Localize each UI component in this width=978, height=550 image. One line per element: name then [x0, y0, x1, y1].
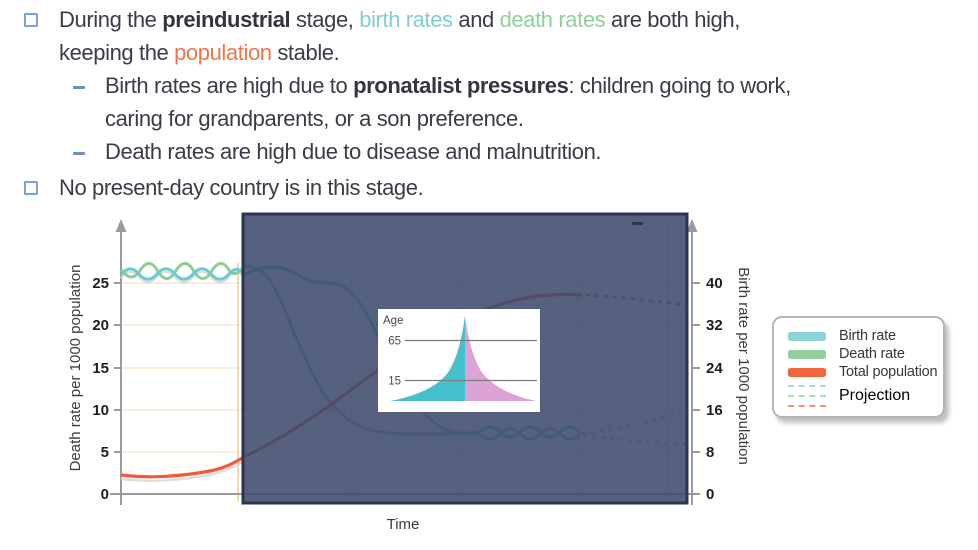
chart-legend: Birth rate Death rate Total population P…: [772, 316, 945, 418]
population-pyramid-inset: Age 65 15: [378, 309, 540, 412]
text-segment: stable.: [271, 40, 340, 65]
y-axis-right-labels: 40 32 24 16 8 0: [706, 275, 723, 503]
legend-item-total-population: Total population: [788, 363, 938, 381]
svg-text:10: 10: [92, 402, 109, 419]
text-segment: stage,: [290, 7, 360, 32]
y-axis-right-ticks: [692, 282, 700, 495]
projection-dash-teal: [788, 385, 826, 387]
population-pyramid: Age 65 15: [383, 315, 537, 401]
death-rate-swatch-icon: [788, 349, 826, 359]
legend-item-projection: Projection: [788, 385, 931, 407]
svg-text:40: 40: [706, 275, 723, 292]
sub-bullet-dash-icon: [73, 86, 85, 89]
sub-bullet1-line2: caring for grandparents, or a son prefer…: [105, 106, 524, 131]
sub-bullet-dash-icon: [73, 152, 85, 155]
legend-item-death-rate: Death rate: [788, 345, 931, 363]
svg-text:8: 8: [706, 444, 714, 461]
y-axis-left-ticks: [114, 282, 121, 495]
projection-dash-orange: [788, 405, 826, 407]
term-population: population: [174, 40, 272, 65]
svg-text:15: 15: [92, 360, 109, 377]
y-axis-left-title: Death rate per 1000 population: [67, 265, 84, 472]
projection-dash-green: [788, 395, 826, 397]
inset-age-label: Age: [383, 315, 403, 327]
svg-text:5: 5: [101, 444, 109, 461]
svg-text:16: 16: [706, 402, 723, 419]
term-pronatalist-pressures: pronatalist pressures: [353, 73, 569, 98]
term-birth-rates: birth rates: [359, 7, 453, 32]
svg-text:25: 25: [92, 275, 109, 292]
sub-bullet2-line: Death rates are high due to disease and …: [105, 139, 602, 164]
bullet1-line1: During the preindustrial stage, birth ra…: [59, 6, 740, 33]
svg-text:0: 0: [706, 486, 714, 503]
svg-text:0: 0: [101, 486, 109, 503]
svg-text:20: 20: [92, 317, 109, 334]
bullet2-line: No present-day country is in this stage.: [59, 175, 424, 200]
bullet1-line2: keeping the population stable.: [59, 39, 340, 66]
total-population-swatch-icon: [788, 367, 826, 377]
text-segment: : children going to work,: [568, 73, 791, 98]
text-segment: are both high,: [605, 7, 740, 32]
term-death-rates: death rates: [499, 7, 606, 32]
y-axis-left-arrow-icon: [115, 219, 127, 232]
y-axis-right-title: Birth rate per 1000 population: [735, 267, 752, 465]
text-segment: and: [452, 7, 500, 32]
legend-item-birth-rate: Birth rate: [788, 327, 931, 345]
text-segment: Birth rates are high due to: [105, 73, 354, 98]
legend-label: Death rate: [839, 346, 905, 362]
svg-text:24: 24: [706, 360, 723, 377]
age-15-label: 15: [388, 376, 401, 388]
overlay-smudge: [632, 222, 643, 225]
pyramid-female-half: [465, 316, 537, 401]
pyramid-male-half: [390, 316, 465, 401]
sub-bullet1-line1: Birth rates are high due to pronatalist …: [105, 72, 791, 99]
age-65-label: 65: [388, 336, 401, 348]
bullet-square-icon: [24, 13, 38, 27]
curve-shadows: [120, 270, 246, 483]
legend-label: Birth rate: [839, 328, 896, 344]
birth-rate-swatch-icon: [788, 331, 826, 341]
svg-text:32: 32: [706, 317, 723, 334]
legend-label: Total population: [839, 364, 938, 380]
y-axis-left-labels: 25 20 15 10 5 0: [92, 275, 109, 503]
legend-label: Projection: [839, 387, 911, 404]
text-segment: During the: [59, 7, 163, 32]
y-axis-right-arrow-icon: [686, 219, 698, 232]
text-segment: keeping the: [59, 40, 175, 65]
projection-dashes-icon: [788, 385, 826, 407]
x-axis-title: Time: [387, 516, 420, 533]
bullet-square-icon: [24, 181, 38, 195]
term-preindustrial: preindustrial: [162, 7, 291, 32]
